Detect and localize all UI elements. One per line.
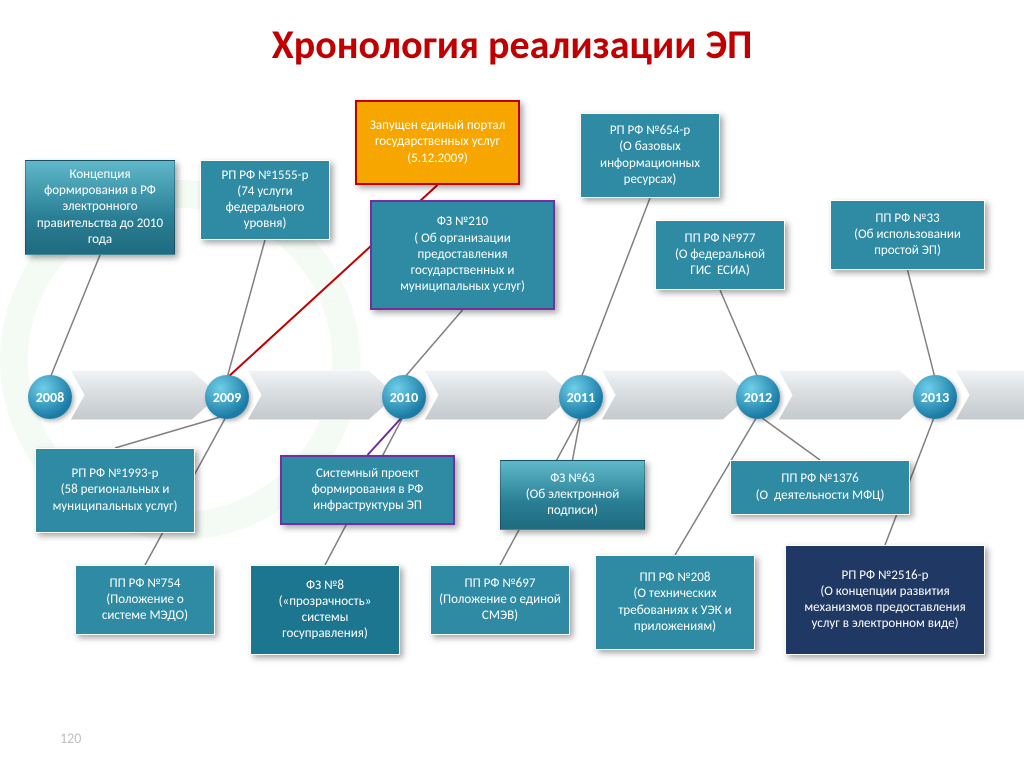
- year-circle: 2008: [28, 375, 72, 419]
- year-circle: 2012: [736, 375, 780, 419]
- timeline-arrow: [247, 370, 397, 420]
- info-box-pp1376: ПП РФ №1376 (О деятельности МФЦ): [730, 460, 910, 515]
- info-box-fz8: ФЗ №8 («прозрачность» системы госуправле…: [250, 565, 400, 655]
- slide: Хронология реализации ЭП 120: [0, 0, 1024, 767]
- timeline: 2008 2009 2010 2011 2012 2013: [0, 360, 1024, 430]
- info-box-pp754: ПП РФ №754 (Положение о системе МЭДО): [75, 565, 215, 635]
- info-box-pp697: ПП РФ №697 (Положение о единой СМЭВ): [430, 565, 570, 635]
- info-box-pp977: ПП РФ №977 (О федеральной ГИС ЕСИА): [655, 220, 785, 290]
- year-circle: 2011: [559, 375, 603, 419]
- info-box-portal: Запущен единый портал государственных ус…: [355, 100, 520, 185]
- info-box-fz63: ФЗ №63 (Об электронной подписи): [500, 460, 645, 530]
- info-box-fz210: ФЗ №210 ( Об организации предоставления …: [370, 200, 555, 310]
- timeline-arrow: [424, 370, 574, 420]
- info-box-rp2516: РП РФ №2516-р (О концепции развития меха…: [785, 545, 985, 655]
- slide-title: Хронология реализации ЭП: [0, 20, 1024, 69]
- info-box-rp1555: РП РФ №1555-р (74 услуги федерального ур…: [200, 160, 330, 240]
- year-circle: 2013: [913, 375, 957, 419]
- year-circle: 2010: [382, 375, 426, 419]
- info-box-rp1993: РП РФ №1993-р (58 региональных и муницип…: [35, 448, 195, 533]
- info-box-pp33: ПП РФ №33 (Об использовании простой ЭП): [830, 200, 985, 270]
- info-box-rp654: РП РФ №654-р (О базовых информационных р…: [580, 113, 720, 198]
- timeline-arrow: [70, 370, 220, 420]
- timeline-arrow: [778, 370, 928, 420]
- year-circle: 2009: [205, 375, 249, 419]
- info-box-concept_2010: Концепция формирования в РФ электронного…: [25, 160, 175, 255]
- timeline-arrow: [601, 370, 751, 420]
- timeline-arrow: [955, 370, 1024, 420]
- info-box-pp208: ПП РФ №208 (О технических требованиях к …: [595, 555, 755, 650]
- info-box-sysproject: Системный проект формирования в РФ инфра…: [280, 455, 455, 525]
